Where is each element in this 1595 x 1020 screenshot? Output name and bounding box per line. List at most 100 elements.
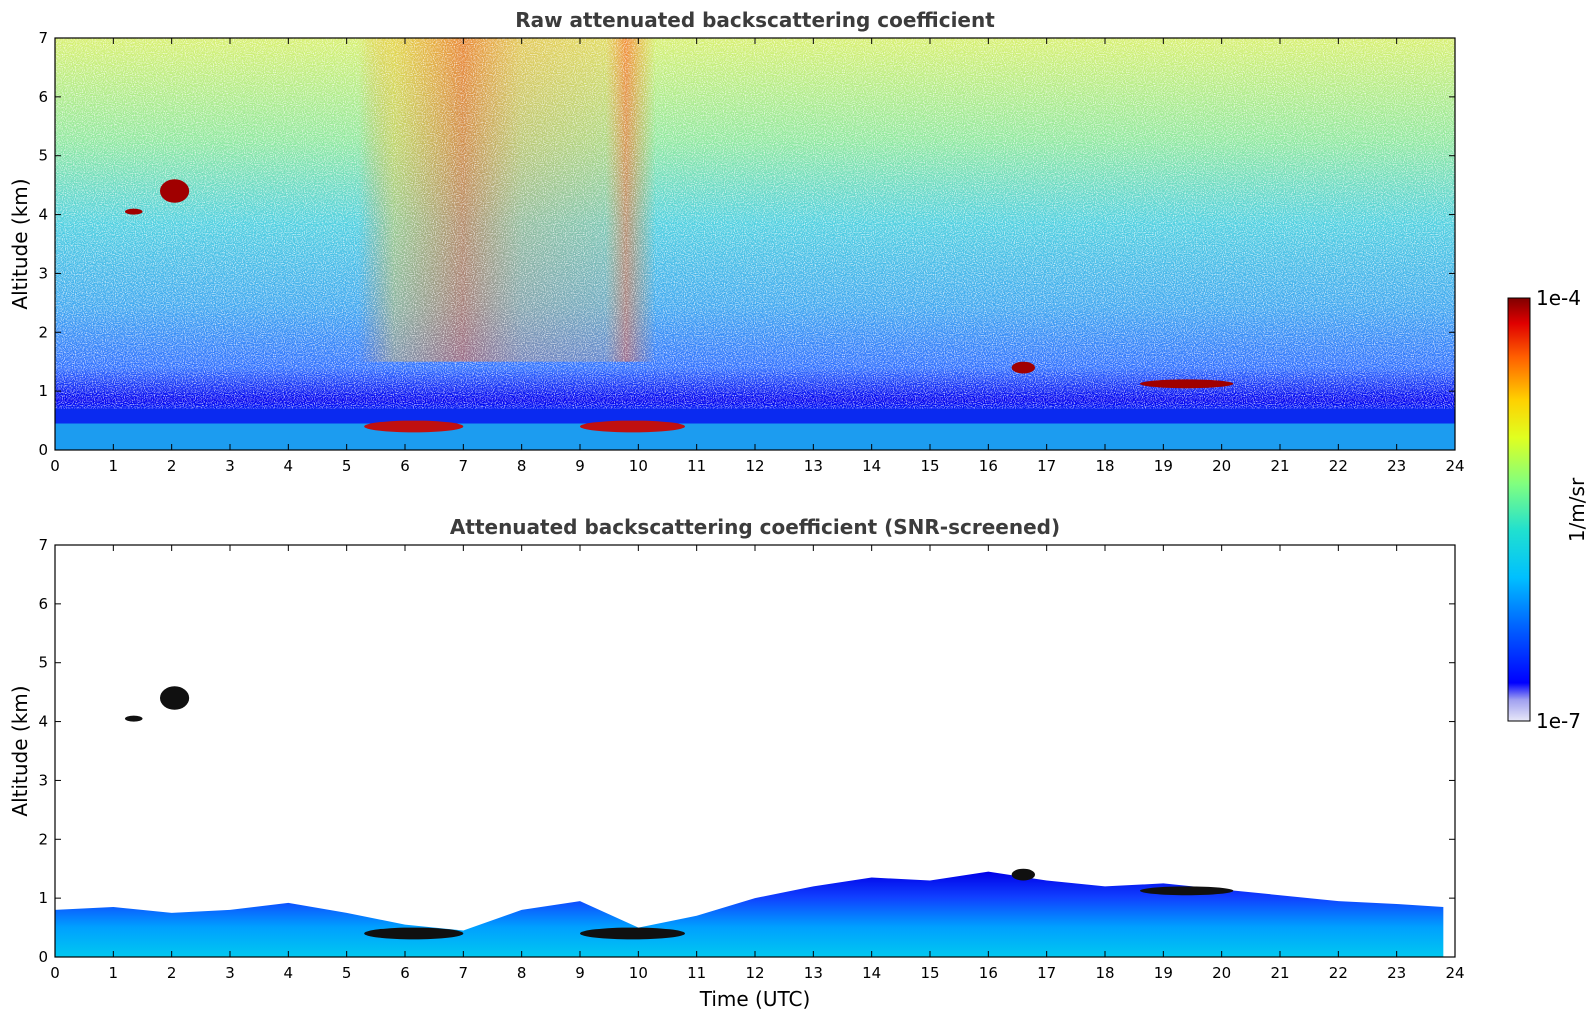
- raw-x-tick-label: 12: [745, 457, 764, 475]
- raw-y-tick-label: 2: [38, 323, 48, 341]
- screened-x-tick: 12: [745, 545, 765, 982]
- raw-x-tick-label: 21: [1270, 457, 1289, 475]
- colorbar-gradient: [1507, 297, 1531, 722]
- raw-x-tick: 8: [517, 38, 527, 475]
- raw-aerosol-band: [364, 420, 464, 433]
- raw-x-tick-label: 18: [1095, 457, 1114, 475]
- raw-panel-plot-area: [55, 38, 1455, 450]
- screened-x-tick-label: 13: [804, 964, 823, 982]
- screened-x-tick-label: 23: [1387, 964, 1406, 982]
- screened-x-tick-label: 9: [575, 964, 585, 982]
- screened-x-tick-label: 12: [745, 964, 764, 982]
- screened-y-tick-label: 0: [38, 948, 48, 966]
- raw-x-tick: 1: [109, 38, 118, 475]
- screened-x-tick: 17: [1037, 545, 1056, 982]
- screened-aerosol-band: [364, 927, 464, 940]
- screened-x-tick: 10: [629, 545, 648, 982]
- screened-x-tick-label: 7: [459, 964, 469, 982]
- screened-y-tick-label: 6: [38, 595, 48, 613]
- screened-y-tick: 5: [38, 654, 1455, 672]
- screened-x-tick-label: 19: [1154, 964, 1173, 982]
- raw-x-tick: 13: [804, 38, 823, 475]
- screened-x-tick: 16: [979, 545, 998, 982]
- raw-panel-title: Raw attenuated backscattering coefficien…: [515, 8, 995, 32]
- raw-y-tick-label: 5: [38, 147, 48, 165]
- raw-x-tick: 24: [1445, 38, 1465, 475]
- raw-y-tick: 5: [38, 147, 1455, 165]
- raw-x-tick: 17: [1037, 38, 1056, 475]
- raw-x-tick-label: 11: [687, 457, 706, 475]
- raw-cloud: [160, 179, 190, 203]
- raw-y-tick-label: 1: [38, 382, 48, 400]
- raw-x-tick-label: 4: [284, 457, 294, 475]
- raw-y-tick-label: 4: [38, 206, 48, 224]
- screened-x-tick-label: 0: [50, 964, 60, 982]
- screened-x-tick: 22: [1329, 545, 1348, 982]
- screened-panel-plot-area: [55, 545, 1455, 957]
- screened-x-tick: 7: [459, 545, 469, 982]
- raw-x-tick-label: 15: [920, 457, 939, 475]
- raw-x-tick-label: 19: [1154, 457, 1173, 475]
- raw-x-tick-label: 8: [517, 457, 527, 475]
- screened-x-tick-label: 6: [400, 964, 410, 982]
- raw-x-tick: 3: [225, 38, 235, 475]
- screened-y-tick: 1: [38, 889, 1455, 907]
- screened-y-tick: 2: [38, 830, 1455, 848]
- screened-y-tick: 6: [38, 595, 1455, 613]
- raw-x-tick: 21: [1270, 38, 1290, 475]
- screened-y-tick-label: 1: [38, 889, 48, 907]
- raw-x-tick-label: 5: [342, 457, 352, 475]
- screened-y-tick: 4: [38, 713, 1455, 731]
- raw-cloud: [1011, 361, 1035, 374]
- raw-y-tick: 1: [38, 382, 1455, 400]
- screened-x-tick-label: 11: [687, 964, 706, 982]
- raw-x-tick-label: 23: [1387, 457, 1406, 475]
- raw-x-tick: 20: [1212, 38, 1231, 475]
- raw-x-tick: 22: [1329, 38, 1348, 475]
- screened-x-tick: 18: [1095, 545, 1115, 982]
- screened-x-tick-label: 5: [342, 964, 352, 982]
- colorbar-min-label: 1e-7: [1536, 709, 1581, 733]
- screened-x-tick-label: 3: [225, 964, 235, 982]
- raw-x-tick-label: 20: [1212, 457, 1231, 475]
- raw-x-tick-label: 9: [575, 457, 585, 475]
- screened-panel-x-axis-label: Time (UTC): [699, 987, 811, 1011]
- raw-aerosol-band: [580, 420, 685, 433]
- raw-y-tick: 3: [38, 264, 1455, 282]
- screened-x-tick: 15: [920, 545, 940, 982]
- raw-y-tick-label: 7: [38, 29, 48, 47]
- screened-x-tick-label: 22: [1329, 964, 1348, 982]
- screened-x-tick: 13: [804, 545, 823, 982]
- raw-x-tick: 9: [575, 38, 585, 475]
- colorbar-unit-label: 1/m/sr: [1565, 477, 1589, 542]
- raw-x-tick: 5: [342, 38, 352, 475]
- screened-x-tick: 3: [225, 545, 235, 982]
- screened-x-tick: 11: [687, 545, 706, 982]
- screened-aerosol-band: [580, 927, 685, 940]
- raw-y-tick: 6: [38, 88, 1455, 106]
- raw-noise-speckle: [55, 38, 1455, 450]
- screened-x-tick: 4: [284, 545, 293, 982]
- raw-x-tick: 15: [920, 38, 940, 475]
- screened-x-tick-label: 16: [979, 964, 998, 982]
- screened-x-tick: 21: [1270, 545, 1290, 982]
- raw-x-tick: 16: [979, 38, 998, 475]
- raw-x-tick: 4: [284, 38, 294, 475]
- raw-y-tick-label: 6: [38, 88, 48, 106]
- raw-x-tick-label: 0: [50, 457, 60, 475]
- raw-x-tick-label: 7: [459, 457, 469, 475]
- screened-y-tick-label: 3: [38, 771, 48, 789]
- screened-cloud: [125, 715, 143, 722]
- raw-x-tick-label: 22: [1329, 457, 1348, 475]
- raw-x-tick: 14: [862, 38, 881, 475]
- screened-x-tick: 2: [167, 545, 176, 982]
- raw-panel: Raw attenuated backscattering coefficien…: [8, 8, 1465, 475]
- raw-x-tick-label: 10: [629, 457, 648, 475]
- screened-x-tick: 14: [862, 545, 881, 982]
- screened-cloud: [160, 686, 190, 710]
- screened-x-tick-label: 14: [862, 964, 881, 982]
- screened-panel: Attenuated backscattering coefficient (S…: [8, 515, 1465, 1011]
- raw-cloud: [1140, 379, 1234, 389]
- screened-x-tick: 19: [1154, 545, 1173, 982]
- screened-x-tick-label: 21: [1270, 964, 1289, 982]
